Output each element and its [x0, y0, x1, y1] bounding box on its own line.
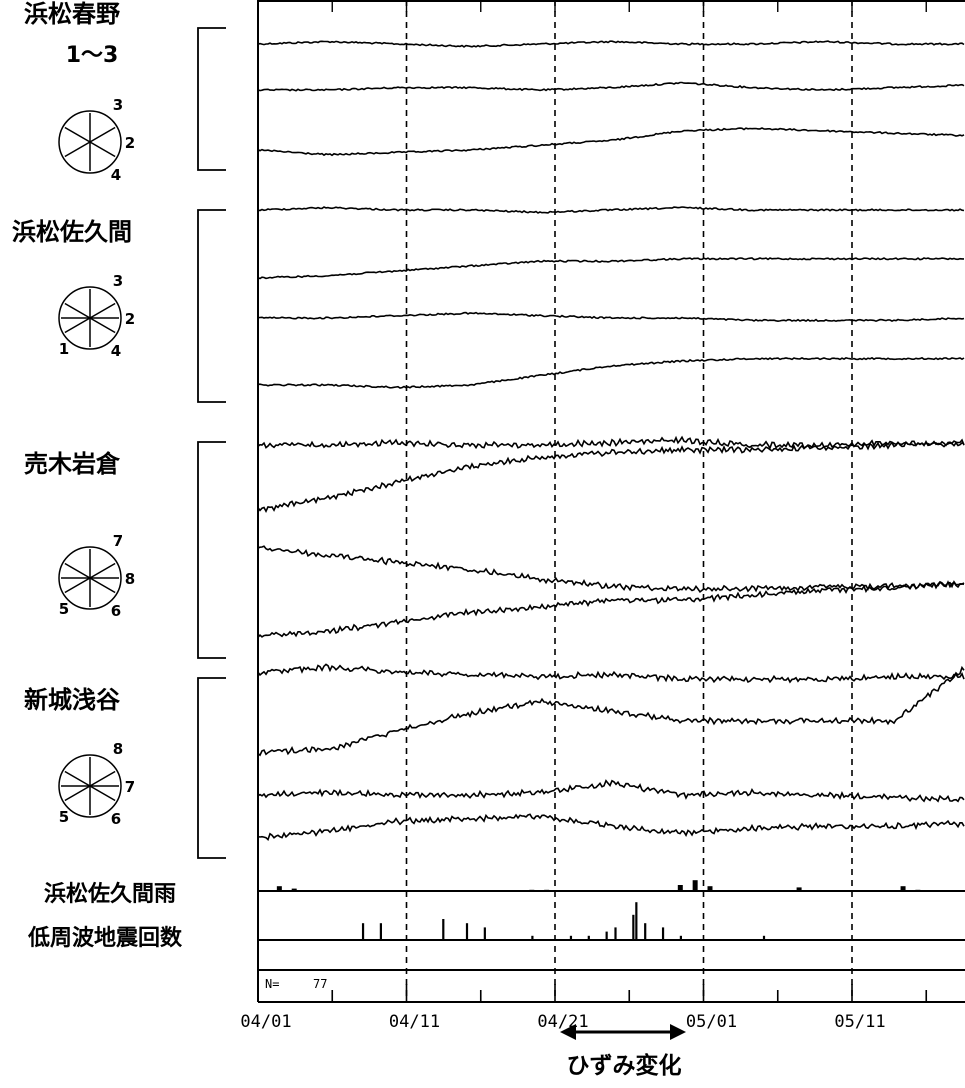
annotation-arrowhead-right — [670, 1024, 686, 1040]
rainfall-label: 浜松佐久間雨 — [44, 881, 176, 907]
series-line — [257, 257, 964, 280]
station-bracket — [197, 209, 226, 403]
station-bracket — [197, 27, 226, 171]
rainfall-bar — [915, 889, 921, 891]
series-line — [257, 435, 965, 450]
lf-earthquake-bar — [379, 923, 382, 940]
rainfall-bar — [796, 887, 802, 891]
x-axis: 04/01 04/11 04/21 05/01 05/11 — [240, 984, 928, 1032]
rose-circle — [58, 546, 122, 610]
series-line — [257, 438, 965, 513]
station-name: 新城浅谷 — [24, 686, 121, 714]
series-line — [257, 311, 965, 323]
series-line — [257, 81, 965, 92]
rose-diagram: 3 24 1 — [58, 272, 135, 360]
rainfall-bar — [692, 880, 698, 891]
rose-diagram: 7 86 5 — [58, 532, 135, 620]
rainfall-bar — [276, 886, 282, 891]
rose-label: 8 — [125, 570, 135, 588]
station-name: 浜松佐久間 — [12, 218, 132, 246]
lf-earthquake-bar — [614, 927, 617, 940]
lf-earthquake-bar — [569, 935, 573, 940]
rainfall-bar — [900, 886, 906, 891]
series-line — [257, 580, 965, 638]
x-tick-label: 04/21 — [537, 1012, 588, 1032]
rose-label: 3 — [113, 272, 123, 290]
rose-axis — [64, 302, 116, 334]
bars-layer — [276, 880, 921, 940]
series-line — [257, 779, 965, 803]
lf-earthquake-bar — [762, 935, 766, 940]
rose-label: 8 — [113, 740, 123, 758]
lf-count-value: 77 — [313, 977, 327, 991]
series-line — [257, 665, 965, 757]
lf-earthquake-bar — [644, 923, 647, 940]
lf-earthquake-bar — [587, 935, 590, 940]
rainfall-bar — [529, 889, 535, 891]
series-line — [257, 813, 965, 842]
rose-label: 4 — [111, 166, 121, 184]
rainfall-bar — [677, 885, 683, 891]
lf-earthquake-bar — [531, 935, 534, 940]
lf-earthquake-bar — [679, 935, 682, 940]
lf-earthquake-bar — [361, 923, 365, 940]
lf-earthquake-bar — [635, 902, 638, 940]
rainfall-bar — [291, 888, 297, 891]
station-subtitle: 1〜3 — [66, 43, 119, 68]
lf-earthquake-label: 低周波地震回数 — [27, 925, 183, 951]
series-line — [257, 356, 965, 389]
gridlines — [405, 0, 853, 1002]
rose-label: 6 — [111, 810, 121, 828]
station-name: 売木岩倉 — [24, 450, 121, 478]
rose-circle — [58, 286, 122, 350]
station-bracket — [197, 677, 226, 859]
lf-earthquake-bar — [605, 931, 608, 940]
rose-label: 6 — [111, 602, 121, 620]
rose-label: 5 — [59, 600, 69, 618]
strain-change-annotation: ひずみ変化 — [560, 1024, 686, 1079]
rose-label: 7 — [113, 532, 123, 550]
rose-diagram: 3 24 — [58, 96, 135, 184]
lf-earthquake-bar — [465, 923, 469, 940]
rose-circle — [58, 110, 122, 174]
lf-earthquake-bar — [442, 919, 445, 940]
series-layer — [257, 40, 965, 842]
lf-count-label: N= — [265, 977, 279, 991]
rose-label: 3 — [113, 96, 123, 114]
x-tick-label: 04/11 — [389, 1012, 440, 1032]
x-tick-label: 05/11 — [834, 1012, 885, 1032]
rose-axis — [64, 126, 116, 158]
series-line — [257, 206, 965, 214]
station-name: 浜松春野 — [24, 0, 120, 28]
annotation-arrowhead-left — [560, 1024, 576, 1040]
x-tick-label: 05/01 — [686, 1012, 737, 1032]
plot-frame — [257, 0, 965, 1003]
rose-label: 7 — [125, 778, 135, 796]
lf-earthquake-bar — [632, 914, 635, 940]
series-line — [257, 663, 965, 684]
lf-earthquake-bar — [661, 927, 665, 940]
rose-label: 5 — [59, 808, 69, 826]
series-line — [257, 40, 965, 48]
rose-label: 2 — [125, 310, 135, 328]
rose-label: 4 — [111, 342, 121, 360]
rose-label: 2 — [125, 134, 135, 152]
rainfall-bar — [707, 886, 713, 891]
rainfall-bar — [544, 889, 550, 891]
station-bracket — [197, 441, 226, 659]
series-line — [257, 545, 965, 594]
lf-earthquake-bar — [483, 927, 486, 940]
annotation-text: ひずみ変化 — [567, 1052, 682, 1079]
x-tick-label: 04/01 — [240, 1012, 291, 1032]
rose-axis — [64, 562, 116, 594]
rose-diagram: 8 76 5 — [58, 740, 135, 828]
rose-label: 1 — [59, 340, 69, 358]
rose-axis — [64, 770, 116, 802]
series-line — [257, 127, 965, 157]
rose-circle — [58, 754, 122, 818]
